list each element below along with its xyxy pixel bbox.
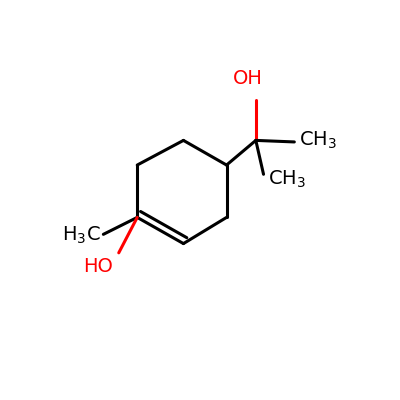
Text: CH$_3$: CH$_3$ [299, 130, 337, 151]
Text: H$_3$C: H$_3$C [62, 224, 100, 246]
Text: HO: HO [83, 257, 113, 276]
Text: OH: OH [233, 69, 262, 88]
Text: CH$_3$: CH$_3$ [268, 168, 306, 190]
